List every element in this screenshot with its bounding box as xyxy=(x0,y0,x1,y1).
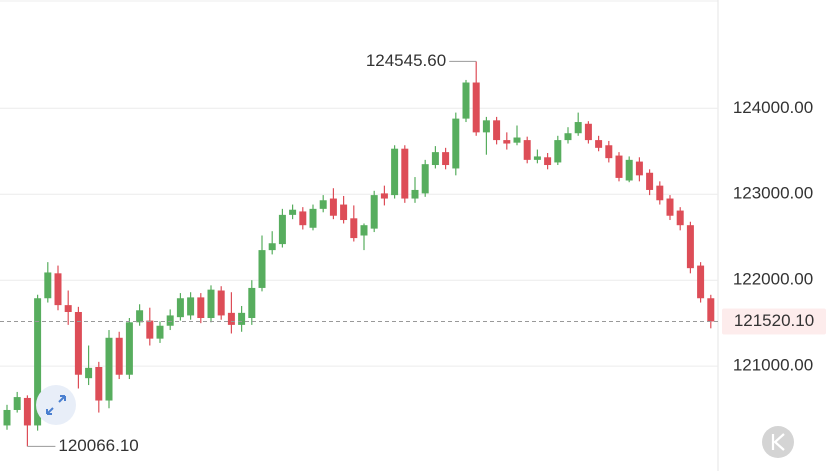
candle-body xyxy=(493,120,501,141)
y-tick-label: 123000.00 xyxy=(733,184,813,203)
candle-body xyxy=(217,290,225,316)
candle-body xyxy=(564,133,572,141)
candle-body xyxy=(411,189,419,199)
candle-body xyxy=(197,297,205,319)
candle-body xyxy=(309,208,317,228)
candle-body xyxy=(350,218,358,239)
candle-body xyxy=(85,367,93,379)
candle-body xyxy=(187,297,195,316)
candle-body xyxy=(523,140,531,160)
candle-body xyxy=(452,118,460,169)
candle-body xyxy=(533,156,541,160)
k-button[interactable] xyxy=(762,426,794,458)
candle-body xyxy=(3,409,11,426)
candle-body xyxy=(54,273,62,306)
candle-body xyxy=(289,209,297,215)
candle-body xyxy=(615,155,623,178)
expand-button[interactable] xyxy=(36,385,76,425)
candle-body xyxy=(472,82,480,133)
candle-body xyxy=(136,310,144,323)
candle-body xyxy=(105,337,113,401)
candle-body xyxy=(442,152,450,166)
candle-body xyxy=(595,140,603,148)
candle-body xyxy=(44,272,52,299)
candle-body xyxy=(503,140,511,144)
plot-area: 121000.00 122000.00 123000.00 124000.00 1245… xyxy=(0,51,826,455)
high-marker-label: 124545.60 xyxy=(366,51,446,70)
candle-body xyxy=(584,123,592,141)
candle-body xyxy=(248,287,256,319)
candle-body xyxy=(278,214,286,245)
candle-body xyxy=(268,243,276,251)
candle-body xyxy=(319,200,327,209)
low-marker-label: 120066.10 xyxy=(58,436,138,455)
candle-body xyxy=(13,397,21,410)
y-tick-label: 121000.00 xyxy=(733,356,813,375)
candle-body xyxy=(360,225,368,236)
candle-body xyxy=(380,193,388,199)
candle-body xyxy=(462,82,470,119)
candle-body xyxy=(207,289,215,319)
candle-body xyxy=(227,312,235,325)
candle-body xyxy=(574,122,582,134)
candle-body xyxy=(554,140,562,163)
candle-body xyxy=(156,325,164,339)
y-tick-label: 122000.00 xyxy=(733,270,813,289)
candle-body xyxy=(686,225,694,269)
candle-body xyxy=(238,312,246,325)
last-price-label: 121520.10 xyxy=(734,311,814,330)
candle-body xyxy=(431,152,439,166)
candle-body xyxy=(34,298,42,426)
candle-body xyxy=(115,337,123,375)
candle-body xyxy=(625,159,633,181)
candle-body xyxy=(697,265,705,299)
candle-body xyxy=(513,137,521,143)
candle-body xyxy=(544,157,552,166)
last-price-box xyxy=(722,308,826,335)
candle-body xyxy=(299,211,307,226)
candle-body xyxy=(482,120,490,133)
candle-body xyxy=(74,311,82,375)
candle-body xyxy=(64,305,72,312)
y-tick-label: 124000.00 xyxy=(733,98,813,117)
candle-body xyxy=(23,397,31,426)
candle-body xyxy=(656,185,664,201)
candle-body xyxy=(391,148,399,196)
candle-body xyxy=(676,210,684,226)
candle-body xyxy=(176,298,184,318)
candle-body xyxy=(258,250,266,288)
candle-body xyxy=(95,367,103,401)
candle-body xyxy=(646,172,654,190)
candle-body xyxy=(125,322,133,375)
candle-body xyxy=(401,148,409,199)
candle-body xyxy=(707,298,715,322)
candle-body xyxy=(340,204,348,221)
candle-body xyxy=(370,195,378,229)
candle-body xyxy=(635,161,643,176)
candle-body xyxy=(666,198,674,216)
candle-body xyxy=(166,315,174,326)
candle-body xyxy=(146,320,154,339)
candle-body xyxy=(605,145,613,159)
candle-body xyxy=(421,164,429,194)
candle-body xyxy=(329,198,337,216)
